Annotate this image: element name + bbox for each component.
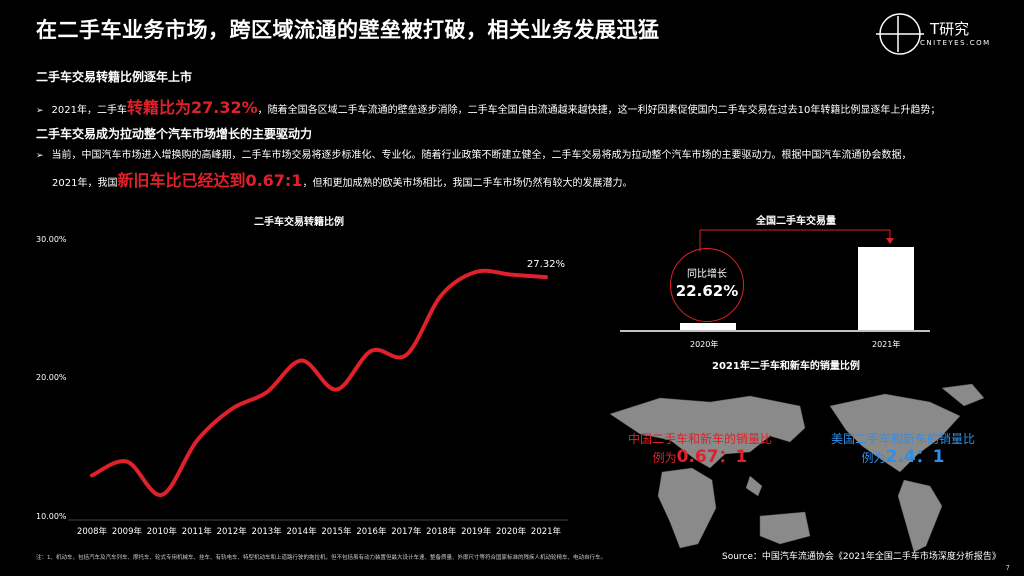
page-title: 在二手车业务市场，跨区域流通的壁垒被打破，相关业务发展迅猛 [36,18,660,42]
data-label: 27.32% [527,259,565,270]
bar [858,247,914,330]
y-tick-label: 10.00% [36,512,67,521]
x-tick-label: 2009年 [112,526,143,537]
x-tick-label: 2012年 [217,526,248,537]
section2-heading: 二手车交易成为拉动整个汽车市场增长的主要驱动力 [36,127,313,141]
section2-highlight: 新旧车比已经达到0.67:1 [117,171,303,190]
bar-category-label: 2021年 [872,340,901,349]
x-tick-label: 2015年 [321,526,352,537]
growth-label: 同比增长 [687,269,727,280]
section1-bullet: ➢ 2021年，二手车转籍比为27.32%，随着全国各区域二手车流通的壁垒逐步消除… [36,94,940,118]
section1-pre: 2021年，二手车 [51,105,127,116]
us-ratio-pre: 例为 [861,451,886,465]
x-tick-label: 2016年 [356,526,387,537]
x-tick-label: 2017年 [391,526,422,537]
section2-post: ，但和更加成熟的欧美市场相比，我国二手车市场仍然有较大的发展潜力。 [302,178,633,189]
x-tick-label: 2020年 [496,526,527,537]
south-america-shape [897,479,943,553]
section1-highlight: 转籍比为27.32% [127,98,258,117]
north-america-shape [829,393,961,473]
line-chart-title: 二手车交易转籍比例 [254,217,344,228]
china-ratio-pre: 例为 [652,451,677,465]
section2-bullet-line1: ➢ 当前，中国汽车市场进入增换购的高峰期，二手车市场交易将逐步标准化、专业化。随着… [36,146,912,161]
bar-chart [620,229,930,332]
series-line [90,268,548,497]
china-ratio-line1: 中国二手车和新车的销量比 [627,432,772,446]
arrow-down-icon [886,238,894,244]
us-ratio-value: 2.4：1 [885,447,945,467]
us-ratio-line1: 美国二手车和新车的销量比 [830,432,975,446]
footnote: 注：1、机动车，包括汽车及汽车列车、摩托车、轮式专用机械车、挂车、有轨电车、特型… [36,555,607,561]
section2-line1: 当前，中国汽车市场进入增换购的高峰期，二手车市场交易将逐步标准化、专业化。随着行… [51,150,912,161]
x-tick-label: 2011年 [182,526,213,537]
y-tick-label: 20.00% [36,373,67,382]
x-tick-label: 2019年 [461,526,492,537]
x-tick-label: 2008年 [77,526,108,537]
x-tick-label: 2021年 [531,526,562,537]
section1-heading: 二手车交易转籍比例逐年上市 [36,70,193,84]
x-tick-label: 2018年 [426,526,457,537]
growth-value: 22.62% [675,282,739,300]
line-chart: 2008年 2009年 2010年 2011年 2012年 2013年 2014年 2015年… [68,259,568,537]
map-title: 2021年二手车和新车的销量比例 [712,361,860,372]
section2-pre: 2021年，我国 [52,178,118,189]
australia-shape [759,511,811,545]
us-ratio-text: 美国二手车和新车的销量比 例为2.4：1 [818,430,988,467]
bar-chart-title: 全国二手车交易量 [756,216,836,227]
x-tick-label: 2010年 [147,526,178,537]
growth-circle: 同比增长 22.62% [670,248,744,322]
southeast-asia-shape [745,475,763,497]
bullet-arrow-icon: ➢ [36,106,44,116]
china-ratio-text: 中国二手车和新车的销量比 例为0.67：1 [615,430,785,467]
page-number: 7 [1005,564,1010,572]
section1-post: ，随着全国各区域二手车流通的壁垒逐步消除，二手车全国自由流通越来越快捷，这一利好… [257,105,941,116]
section2-bullet-line2: 2021年，我国新旧车比已经达到0.67:1，但和更加成熟的欧美市场相比，我国二… [52,167,632,191]
greenland-shape [941,383,985,407]
africa-shape [657,467,717,549]
x-tick-label: 2013年 [252,526,283,537]
bullet-arrow-icon: ➢ [36,151,44,161]
y-tick-label: 30.00% [36,235,67,244]
china-ratio-value: 0.67：1 [676,447,748,467]
logo-site: CNITEYES.COM [920,39,991,47]
eurasia-shape [609,395,806,469]
logo-mark-icon [876,13,924,55]
brand-logo: T研究 CNITEYES.COM [876,10,996,58]
bar-category-label: 2020年 [690,340,719,349]
logo-name: T研究 [930,20,970,38]
world-map [609,383,985,553]
bar [680,323,736,330]
source-text: Source：中国汽车流通协会《2021年全国二手车市场深度分析报告》 [722,552,1001,562]
x-tick-label: 2014年 [286,526,317,537]
